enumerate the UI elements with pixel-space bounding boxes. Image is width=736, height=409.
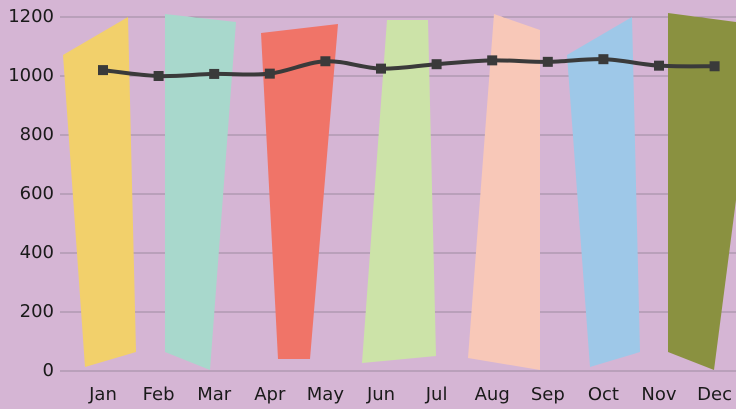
data-point [709, 61, 720, 72]
data-point [320, 56, 331, 67]
x-tick-label: Feb [143, 384, 175, 405]
x-tick-label: Apr [254, 384, 286, 405]
data-point [431, 59, 442, 70]
y-tick-label: 800 [20, 124, 54, 145]
data-point [487, 55, 498, 66]
decor-shape [567, 17, 640, 367]
decor-shape [362, 20, 436, 363]
x-tick-label: Sep [531, 384, 565, 405]
x-tick-label: Jul [425, 384, 448, 405]
x-tick-label: Dec [697, 384, 732, 405]
x-tick-label: May [307, 384, 345, 405]
y-tick-label: 200 [20, 301, 54, 322]
decor-shape [468, 14, 540, 370]
decor-shape [165, 14, 236, 370]
data-point [376, 63, 386, 74]
plot: Jan Feb Mar Apr May Jun Jul Aug Sep Oct Nov Dec [88, 54, 732, 405]
x-tick-label: Nov [641, 384, 676, 405]
y-tick-label: 400 [20, 242, 54, 263]
data-point [542, 56, 553, 67]
x-tick-label: Jan [88, 384, 117, 405]
decor-shape [63, 17, 136, 367]
data-point [209, 68, 220, 79]
x-tick-label: Jun [366, 384, 395, 405]
y-tick-label: 1000 [8, 65, 54, 86]
decorations [63, 13, 736, 370]
y-tick-label: 0 [43, 360, 54, 381]
y-tick-label: 600 [20, 183, 54, 204]
x-tick-label: Oct [588, 384, 619, 405]
data-point [98, 65, 108, 76]
decor-shape [261, 24, 338, 359]
x-tick-label: Aug [475, 384, 510, 405]
data-point [264, 68, 275, 79]
data-point [153, 71, 164, 81]
data-point [654, 60, 664, 71]
decor-shape [668, 13, 736, 370]
y-tick-label: 1200 [8, 6, 54, 27]
data-point [598, 54, 609, 65]
x-tick-label: Mar [197, 384, 232, 405]
